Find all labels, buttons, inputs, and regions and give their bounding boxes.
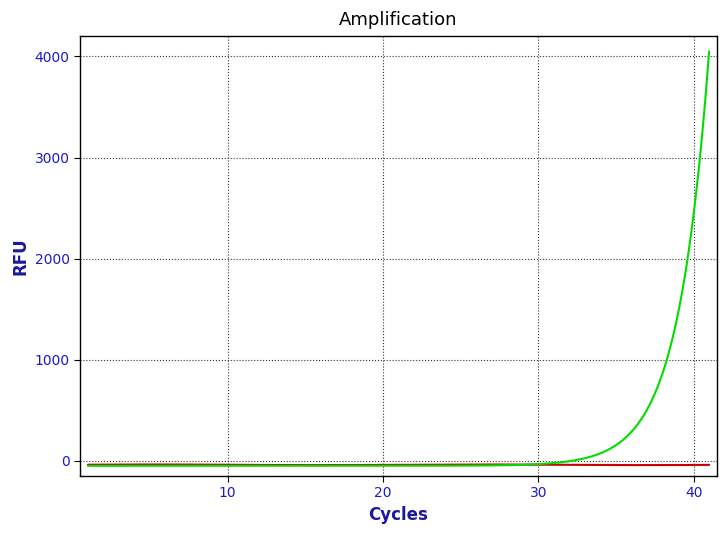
X-axis label: Cycles: Cycles — [368, 506, 429, 524]
Y-axis label: RFU: RFU — [11, 237, 29, 275]
Title: Amplification: Amplification — [339, 11, 458, 29]
